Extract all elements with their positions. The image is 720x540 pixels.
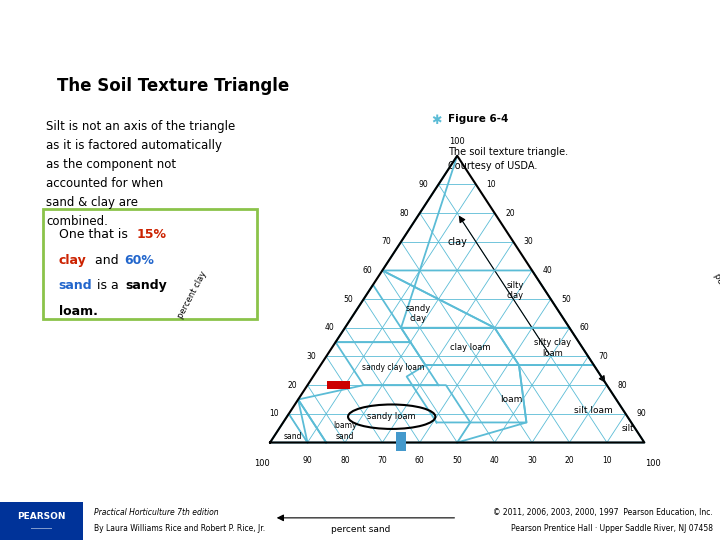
Text: 10: 10 <box>269 409 279 418</box>
Text: 60: 60 <box>362 266 372 275</box>
Text: sandy loam: sandy loam <box>367 412 416 421</box>
Text: percent sand: percent sand <box>331 525 390 535</box>
Text: sandy: sandy <box>125 280 167 293</box>
Text: silt: silt <box>621 424 634 433</box>
Text: 100: 100 <box>254 459 269 468</box>
Text: 70: 70 <box>598 352 608 361</box>
Text: 50: 50 <box>343 295 354 303</box>
Text: 50: 50 <box>452 456 462 464</box>
Text: sand: sand <box>283 433 302 441</box>
Text: loam.: loam. <box>58 305 97 318</box>
Bar <box>328 381 351 389</box>
Text: 20: 20 <box>564 456 575 464</box>
Text: is a: is a <box>93 280 122 293</box>
Text: sand: sand <box>58 280 92 293</box>
Text: Figure 6-4: Figure 6-4 <box>448 114 508 124</box>
Text: 30: 30 <box>523 237 534 246</box>
Text: Practical Horticulture 7th edition: Practical Horticulture 7th edition <box>94 508 218 517</box>
Text: loamy
sand: loamy sand <box>333 421 356 441</box>
Text: The soil texture triangle.
Courtesy of USDA.: The soil texture triangle. Courtesy of U… <box>448 147 568 171</box>
Text: silty
clay: silty clay <box>507 281 524 300</box>
Text: 80: 80 <box>617 381 627 390</box>
Text: 100: 100 <box>449 137 465 146</box>
Text: ✱: ✱ <box>9 16 27 36</box>
Text: 20: 20 <box>505 208 515 218</box>
Text: percent silt: percent silt <box>712 272 720 318</box>
Text: ✱: ✱ <box>431 114 441 127</box>
Text: The Soil Texture Triangle: The Soil Texture Triangle <box>57 77 289 94</box>
Text: percent clay: percent clay <box>176 269 208 320</box>
Text: sandy
clay: sandy clay <box>405 304 431 323</box>
Bar <box>0 502 83 540</box>
Text: 40: 40 <box>490 456 500 464</box>
Text: Pearson Prentice Hall · Upper Saddle River, NJ 07458: Pearson Prentice Hall · Upper Saddle Riv… <box>510 524 713 533</box>
Text: 40: 40 <box>325 323 335 332</box>
Text: 30: 30 <box>527 456 537 464</box>
Text: © 2011, 2006, 2003, 2000, 1997  Pearson Education, Inc.: © 2011, 2006, 2003, 2000, 1997 Pearson E… <box>493 508 713 517</box>
Text: By Laura Williams Rice and Robert P. Rice, Jr.: By Laura Williams Rice and Robert P. Ric… <box>94 524 265 533</box>
Text: clay loam: clay loam <box>450 343 490 353</box>
Text: 30: 30 <box>306 352 316 361</box>
Text: PEARSON: PEARSON <box>17 512 66 521</box>
Text: clay: clay <box>58 254 86 267</box>
Text: 60%: 60% <box>125 254 155 267</box>
Bar <box>396 431 406 450</box>
Text: 70: 70 <box>381 237 391 246</box>
Text: 10: 10 <box>486 180 496 189</box>
Text: 70: 70 <box>377 456 387 464</box>
Text: 40: 40 <box>542 266 552 275</box>
Text: and: and <box>91 254 122 267</box>
Text: 90: 90 <box>418 180 428 189</box>
Text: 15%: 15% <box>137 228 167 241</box>
Text: 20: 20 <box>287 381 297 390</box>
Text: 60: 60 <box>580 323 590 332</box>
Text: sandy clay loam: sandy clay loam <box>362 363 425 373</box>
Text: 90: 90 <box>302 456 312 464</box>
Text: One that is: One that is <box>58 228 132 241</box>
Text: 80: 80 <box>400 208 410 218</box>
Text: CLASSIFICATION: CLASSIFICATION <box>54 3 218 22</box>
Text: Silt is not an axis of the triangle
as it is factored automatically
as the compo: Silt is not an axis of the triangle as i… <box>46 120 235 228</box>
Text: 50: 50 <box>561 295 571 303</box>
FancyBboxPatch shape <box>43 208 257 319</box>
Text: 10: 10 <box>602 456 612 464</box>
Text: silty clay
loam: silty clay loam <box>534 338 571 357</box>
Text: clay: clay <box>447 237 467 247</box>
Text: silt loam: silt loam <box>575 407 613 415</box>
Text: loam: loam <box>500 395 523 404</box>
Text: ―――: ――― <box>31 525 53 532</box>
Text: 90: 90 <box>636 409 646 418</box>
Text: 60: 60 <box>415 456 425 464</box>
Text: 100: 100 <box>645 459 660 468</box>
Text: 80: 80 <box>340 456 350 464</box>
